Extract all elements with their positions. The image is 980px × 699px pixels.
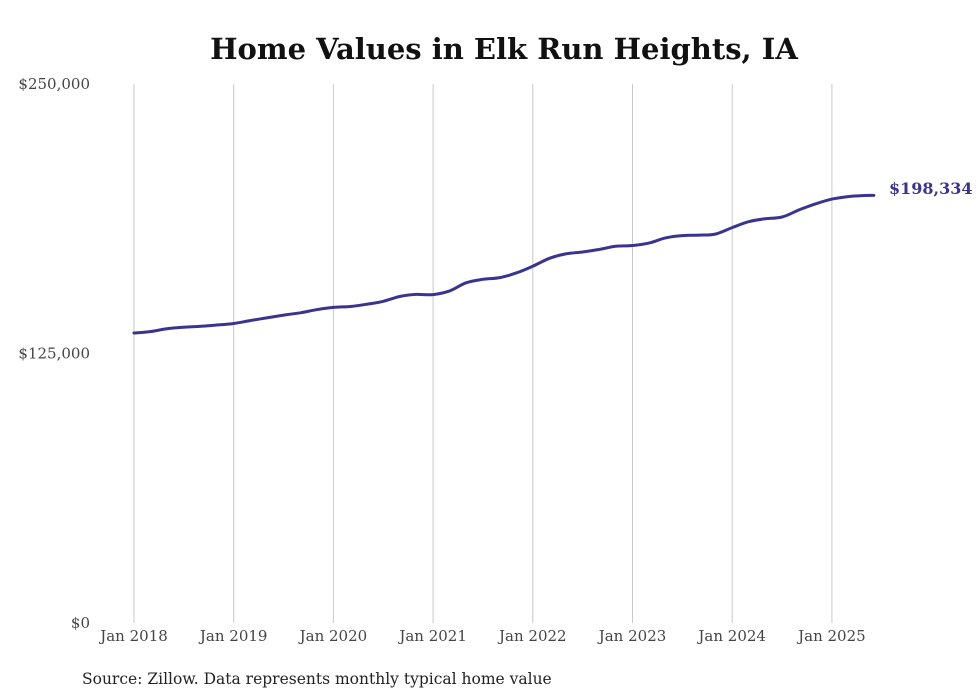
y-axis-tick-labels: $0 $125,000 $250,000: [18, 75, 90, 632]
x-tick-label: Jan 2019: [198, 627, 268, 645]
latest-value-label: $198,334: [889, 179, 973, 198]
x-tick-label: Jan 2023: [597, 627, 667, 645]
x-tick-label: Jan 2018: [98, 627, 168, 645]
home-value-series-line: [132, 193, 876, 335]
x-axis-tick-labels: Jan 2018 Jan 2019 Jan 2020 Jan 2021 Jan 2022…: [98, 627, 865, 645]
source-note: Source: Zillow. Data represents monthly …: [82, 670, 552, 688]
x-tick-label: Jan 2022: [497, 627, 567, 645]
x-tick-label: Jan 2024: [696, 627, 766, 645]
chart-title: Home Values in Elk Run Heights, IA: [210, 32, 798, 66]
y-tick-label: $125,000: [18, 345, 90, 363]
x-tick-label: Jan 2021: [397, 627, 467, 645]
y-tick-label: $250,000: [18, 75, 90, 93]
y-tick-label: $0: [71, 614, 90, 632]
x-tick-label: Jan 2025: [796, 627, 866, 645]
gridlines: [133, 84, 833, 623]
x-tick-label: Jan 2020: [298, 627, 368, 645]
